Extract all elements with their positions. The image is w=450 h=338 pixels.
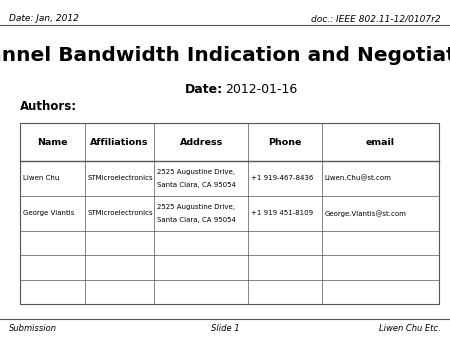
Text: +1 919 451-8109: +1 919 451-8109 (251, 210, 313, 216)
Text: Liwen Chu Etc.: Liwen Chu Etc. (379, 324, 441, 333)
Text: George Vlantis: George Vlantis (23, 210, 74, 216)
Text: 2525 Augustine Drive,: 2525 Augustine Drive, (157, 169, 235, 175)
Text: +1 919-467-8436: +1 919-467-8436 (251, 175, 313, 182)
Text: STMicroelectronics: STMicroelectronics (88, 175, 153, 182)
Text: Liwen Chu: Liwen Chu (23, 175, 59, 182)
Text: Santa Clara, CA 95054: Santa Clara, CA 95054 (157, 182, 236, 188)
Text: Date:: Date: (184, 83, 223, 96)
Text: Name: Name (37, 138, 68, 147)
Text: Channel Bandwidth Indication and Negotiation: Channel Bandwidth Indication and Negotia… (0, 46, 450, 65)
Text: 2525 Augustine Drive,: 2525 Augustine Drive, (157, 204, 235, 210)
Text: Address: Address (180, 138, 223, 147)
Text: Slide 1: Slide 1 (211, 324, 239, 333)
Text: Authors:: Authors: (20, 100, 77, 113)
Text: Affiliations: Affiliations (90, 138, 149, 147)
Text: Submission: Submission (9, 324, 57, 333)
Text: 2012-01-16: 2012-01-16 (225, 83, 297, 96)
Text: Liwen.Chu@st.com: Liwen.Chu@st.com (324, 175, 391, 182)
Text: George.Vlantis@st.com: George.Vlantis@st.com (324, 210, 406, 217)
Text: email: email (366, 138, 395, 147)
Text: Date: Jan, 2012: Date: Jan, 2012 (9, 14, 79, 23)
Text: Santa Clara, CA 95054: Santa Clara, CA 95054 (157, 217, 236, 223)
Text: Phone: Phone (268, 138, 302, 147)
Text: STMicroelectronics: STMicroelectronics (88, 210, 153, 216)
Text: doc.: IEEE 802.11-12/0107r2: doc.: IEEE 802.11-12/0107r2 (311, 14, 441, 23)
